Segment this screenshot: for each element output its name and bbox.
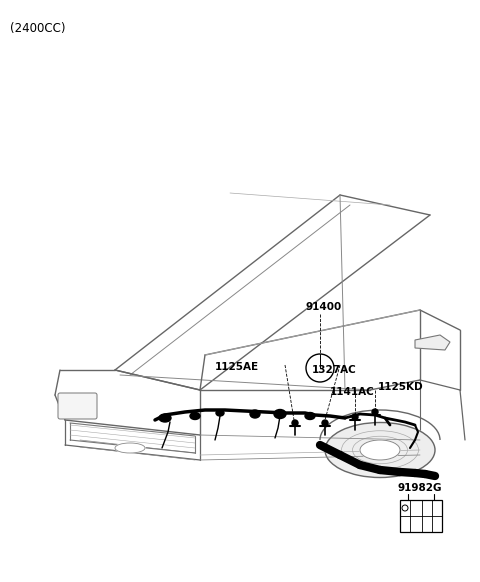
Ellipse shape	[159, 414, 171, 422]
Circle shape	[372, 409, 378, 415]
Text: 1125KD: 1125KD	[378, 382, 424, 392]
Circle shape	[402, 505, 408, 511]
Ellipse shape	[274, 410, 286, 418]
Ellipse shape	[250, 410, 260, 418]
Text: 1141AC: 1141AC	[330, 387, 375, 397]
Circle shape	[322, 420, 328, 426]
Bar	[400, 500, 442, 532]
Ellipse shape	[325, 423, 435, 477]
Text: (2400CC): (2400CC)	[10, 22, 65, 35]
Text: 91982G: 91982G	[398, 483, 443, 493]
Text: 1327AC: 1327AC	[312, 365, 357, 375]
FancyBboxPatch shape	[58, 393, 97, 419]
Text: 91400: 91400	[305, 302, 341, 312]
Ellipse shape	[305, 413, 315, 420]
Ellipse shape	[115, 443, 145, 453]
Ellipse shape	[190, 413, 200, 420]
Ellipse shape	[360, 440, 400, 460]
Polygon shape	[415, 335, 450, 350]
Text: 1125AE: 1125AE	[215, 362, 259, 372]
Circle shape	[292, 420, 298, 426]
Circle shape	[352, 414, 358, 420]
Ellipse shape	[216, 410, 224, 416]
